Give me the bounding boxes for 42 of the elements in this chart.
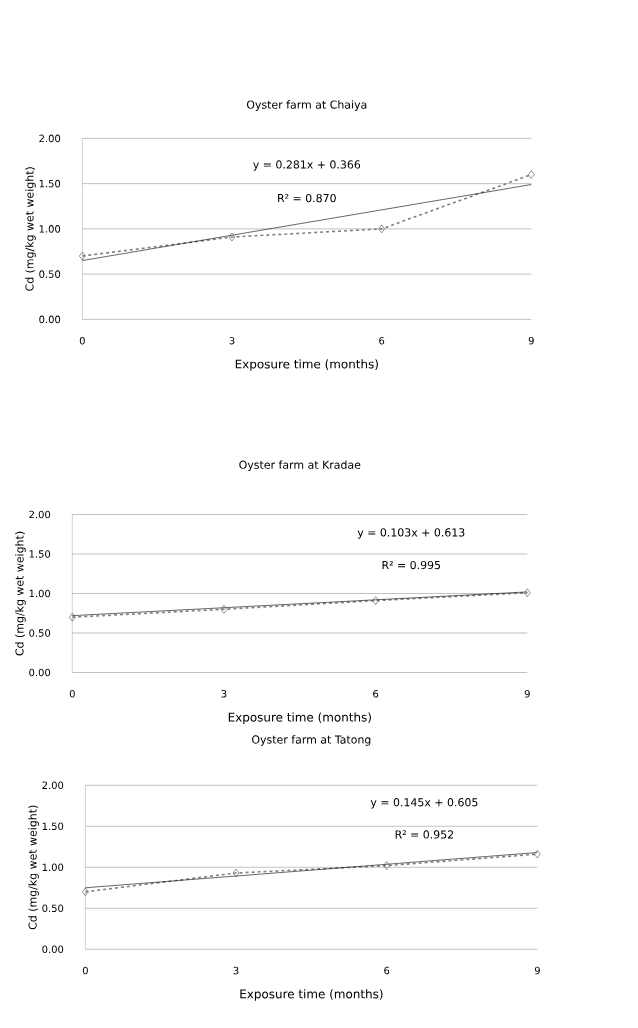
x-tick-label: 3 (233, 966, 239, 975)
x-tick-label: 0 (69, 690, 75, 698)
y-tick-label: 0.50 (29, 629, 51, 637)
y-axis-title: Cd (mg/kg wet weight) (15, 531, 26, 656)
x-tick-label: 9 (528, 336, 534, 345)
y-tick-label: 2.00 (42, 781, 64, 790)
x-tick-label: 3 (229, 336, 235, 345)
y-tick-label: 1.00 (42, 863, 64, 872)
annotation: y = 0.103x + 0.613 (357, 528, 465, 539)
y-tick-label: 1.50 (29, 550, 51, 558)
annotation: R² = 0.995 (382, 560, 441, 570)
annotation: y = 0.145x + 0.605 (370, 798, 478, 809)
y-tick-label: 1.00 (29, 589, 51, 598)
x-axis-title: Exposure time (months) (240, 989, 383, 1001)
x-tick-label: 0 (82, 966, 88, 975)
y-tick-label: 2.00 (39, 134, 61, 143)
y-axis-title: Cd (mg/kg wet weight) (25, 167, 36, 291)
y-tick-label: 0.00 (39, 315, 61, 324)
y-tick-label: 0.50 (39, 270, 61, 278)
x-tick-label: 9 (534, 966, 540, 975)
y-tick-label: 1.00 (39, 225, 61, 233)
chart-title: Oyster farm at Kradae (239, 460, 361, 471)
chart-title: Oyster farm at Tatong (252, 735, 371, 746)
x-tick-label: 6 (379, 336, 385, 345)
annotation: y = 0.281x + 0.366 (253, 160, 361, 171)
chart-title: Oyster farm at Chaiya (246, 100, 367, 111)
y-tick-label: 2.00 (29, 510, 51, 519)
x-tick-label: 6 (384, 966, 390, 975)
y-tick-label: 0.00 (29, 668, 51, 677)
x-tick-label: 6 (373, 690, 379, 698)
x-axis-title: Exposure time (months) (235, 359, 378, 371)
x-tick-label: 0 (79, 336, 85, 345)
annotation: R² = 0.870 (278, 193, 336, 203)
x-axis-title: Exposure time (months) (228, 712, 371, 724)
y-tick-label: 0.00 (42, 945, 64, 954)
y-tick-label: 1.50 (42, 822, 64, 831)
annotation: R² = 0.952 (395, 830, 454, 839)
y-tick-label: 1.50 (39, 179, 61, 188)
x-tick-label: 3 (221, 690, 227, 698)
y-axis-title: Cd (mg/kg wet weight) (28, 805, 39, 930)
y-tick-label: 0.50 (42, 904, 64, 913)
x-tick-label: 9 (524, 690, 530, 698)
